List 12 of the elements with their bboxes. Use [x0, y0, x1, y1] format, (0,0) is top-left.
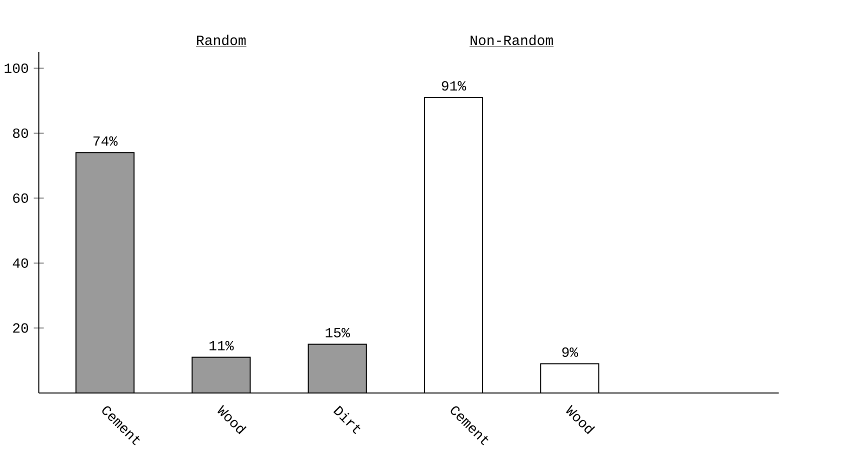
data-label: 11%: [210, 340, 234, 350]
y-tick-label: 80: [13, 128, 28, 138]
y-tick-label: 60: [13, 193, 28, 203]
y-tick-label: 20: [13, 323, 28, 333]
y-tick-label: 100: [4, 63, 28, 73]
y-tick-label: 40: [12, 258, 28, 268]
data-label: 91%: [442, 81, 466, 91]
data-label: 15%: [326, 328, 350, 338]
data-label: 74%: [93, 136, 118, 146]
data-label: 9%: [562, 347, 578, 357]
text: Random: [197, 34, 246, 46]
text: Non-Random: [470, 34, 553, 46]
